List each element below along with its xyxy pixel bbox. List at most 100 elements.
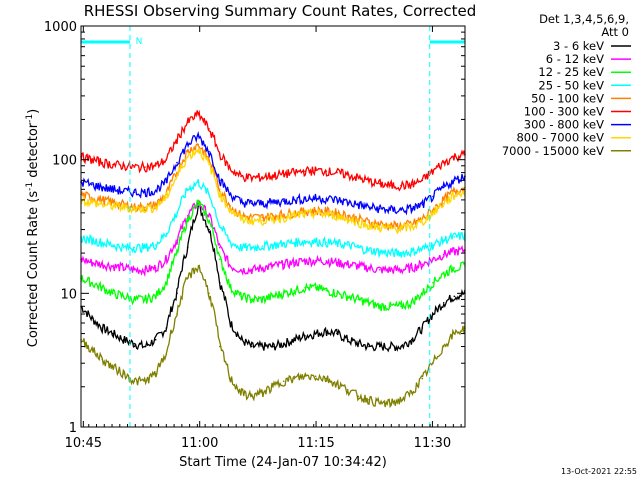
- x-tick-label: 11:30: [414, 436, 451, 451]
- data-point: [304, 170, 306, 172]
- data-point: [357, 342, 360, 345]
- data-point: [304, 287, 306, 289]
- data-point: [421, 327, 424, 329]
- legend-label: 800 - 7000 keV: [516, 131, 604, 145]
- data-point: [336, 261, 338, 264]
- data-point: [357, 298, 360, 301]
- data-point: [325, 330, 328, 333]
- data-point: [336, 171, 338, 174]
- data-point: [144, 166, 146, 168]
- data-point: [378, 345, 381, 348]
- data-point: [346, 174, 349, 176]
- data-point: [282, 292, 285, 295]
- data-point: [197, 135, 200, 137]
- data-point: [208, 215, 210, 217]
- data-point: [357, 246, 360, 249]
- data-point: [208, 163, 210, 166]
- data-point: [453, 250, 456, 253]
- data-point: [336, 332, 338, 335]
- data-point: [293, 338, 296, 341]
- y-axis-label-part: Corrected Count Rate (s: [26, 191, 41, 348]
- data-point: [101, 327, 104, 329]
- y-axis-label-text: Corrected Count Rate (s-1 detector-1): [25, 109, 41, 347]
- legend-label: 300 - 800 keV: [524, 118, 604, 132]
- data-point: [400, 345, 402, 348]
- data-point: [293, 215, 296, 217]
- data-point: [314, 260, 317, 262]
- data-point: [314, 240, 317, 243]
- y-axis-label-sup: -1: [25, 114, 35, 123]
- legend-label: 12 - 25 keV: [538, 65, 604, 79]
- data-point: [261, 219, 264, 222]
- data-point: [90, 183, 93, 186]
- data-point: [421, 221, 424, 224]
- data-point: [112, 201, 114, 204]
- data-point: [442, 302, 445, 304]
- y-axis-label-part: ): [26, 109, 41, 114]
- data-point: [186, 121, 189, 124]
- data-point: [133, 380, 136, 383]
- data-point: [197, 113, 200, 115]
- data-point: [218, 258, 221, 261]
- data-point: [453, 190, 456, 193]
- data-point: [389, 227, 392, 230]
- data-point: [272, 174, 274, 177]
- data-point: [186, 150, 189, 153]
- data-point: [453, 295, 456, 298]
- legend-label: 6 - 12 keV: [546, 52, 604, 66]
- data-point: [261, 216, 264, 219]
- data-point: [218, 345, 221, 348]
- data-point: [122, 267, 125, 269]
- data-point: [282, 213, 285, 216]
- data-point: [442, 186, 445, 189]
- legend-label: 50 - 100 keV: [531, 91, 604, 105]
- data-point: [133, 298, 136, 301]
- data-point: [240, 246, 242, 249]
- data-point: [336, 215, 338, 217]
- data-point: [453, 156, 456, 158]
- data-point: [400, 209, 402, 211]
- data-point: [442, 202, 445, 205]
- data-point: [261, 345, 264, 348]
- data-point: [218, 153, 221, 155]
- data-point: [176, 139, 178, 141]
- data-point: [261, 392, 264, 394]
- data-point: [304, 213, 306, 216]
- data-point: [282, 216, 285, 219]
- data-point: [325, 210, 328, 213]
- data-point: [346, 218, 349, 220]
- data-point: [90, 201, 93, 204]
- data-point: [218, 246, 221, 249]
- data-point: [346, 201, 349, 204]
- data-point: [112, 205, 114, 207]
- data-point: [240, 218, 242, 220]
- data-point: [400, 252, 402, 254]
- y-tick-label: 100: [52, 154, 77, 169]
- y-tick-label: 10: [60, 287, 77, 302]
- data-point: [218, 225, 221, 227]
- data-point: [250, 345, 253, 348]
- data-point: [378, 207, 381, 210]
- data-point: [229, 377, 232, 380]
- data-point: [410, 250, 413, 253]
- data-point: [272, 295, 274, 298]
- y-axis-label-sup: -1: [25, 182, 35, 191]
- data-point: [240, 338, 242, 341]
- data-point: [293, 261, 296, 264]
- data-point: [229, 241, 232, 244]
- data-point: [261, 245, 264, 248]
- data-point: [304, 260, 306, 262]
- x-tick-label: 10:45: [65, 436, 102, 451]
- data-point: [314, 197, 317, 199]
- legend-label: 25 - 50 keV: [538, 78, 604, 92]
- data-point: [154, 244, 157, 246]
- data-point: [432, 212, 434, 214]
- data-point: [176, 313, 178, 315]
- data-point: [154, 338, 157, 341]
- data-point: [346, 295, 349, 298]
- data-point: [208, 158, 210, 161]
- x-axis-label: Start Time (24-Jan-07 10:34:42): [179, 455, 387, 470]
- data-point: [325, 213, 328, 216]
- data-point: [229, 209, 232, 211]
- data-point: [368, 302, 370, 304]
